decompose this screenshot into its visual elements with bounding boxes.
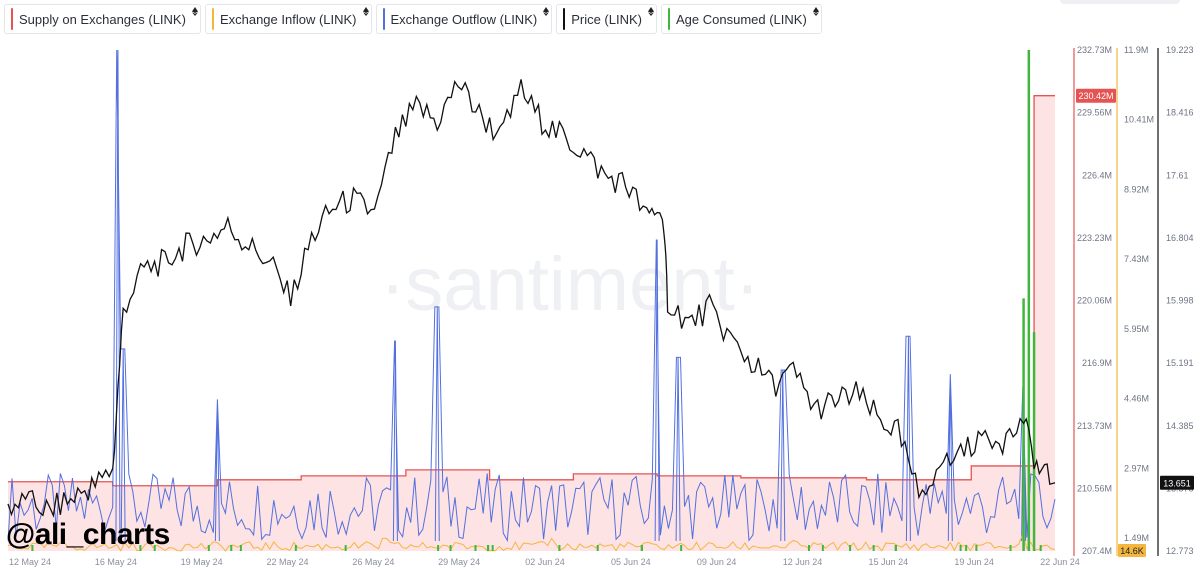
- flows-tick-label: 8.92M: [1124, 184, 1149, 194]
- flows-tick-label: 2.97M: [1124, 463, 1149, 473]
- legend-color-swatch: [563, 8, 566, 30]
- legend-color-swatch: [668, 8, 670, 30]
- ethereum-icon: [648, 7, 654, 16]
- outflow-line: [7, 49, 1056, 543]
- x-tick-label: 12 Jun 24: [783, 557, 823, 567]
- legend-item-3[interactable]: Price (LINK): [556, 4, 657, 34]
- ethereum-icon: [543, 7, 550, 16]
- x-tick-label: 12 May 24: [9, 557, 51, 567]
- x-tick-label: 05 Jun 24: [611, 557, 651, 567]
- x-tick-label: 15 Jun 24: [869, 557, 909, 567]
- legend-color-swatch: [11, 8, 13, 30]
- legend-color-swatch: [382, 8, 385, 30]
- flows-tick-label: 1.49M: [1124, 533, 1149, 543]
- ethereum-icon: [362, 7, 369, 16]
- flows-tick-label: 7.43M: [1124, 254, 1149, 264]
- x-tick-label: 26 May 24: [352, 557, 394, 567]
- supply-line: [8, 95, 1055, 487]
- price-tick-label: 15.191: [1166, 358, 1194, 368]
- x-tick-label: 22 May 24: [266, 557, 308, 567]
- legend-label: Exchange Outflow (LINK): [390, 11, 538, 27]
- price-tick-label: 12.773: [1166, 546, 1194, 556]
- price-tick-label: 14.385: [1166, 421, 1194, 431]
- supply-last-badge: [1076, 88, 1116, 103]
- supply-tick-label: 223.23M: [1077, 233, 1112, 243]
- ethereum-icon: [812, 7, 819, 16]
- price-last-badge: [1160, 475, 1194, 490]
- watermark: ·santiment·: [380, 242, 760, 327]
- supply-tick-label: 213.73M: [1077, 421, 1112, 431]
- x-tick-label: 29 May 24: [438, 557, 480, 567]
- legend: Supply on Exchanges (LINK) Exchange Infl…: [4, 4, 822, 34]
- x-tick-label: 22 Jun 24: [1040, 557, 1080, 567]
- supply-last-value: 230.42M: [1078, 91, 1113, 101]
- supply-tick-label: 210.56M: [1077, 483, 1112, 493]
- toolbar-placeholder: [1060, 0, 1180, 4]
- legend-color-swatch: [211, 8, 214, 30]
- ethereum-icon: [191, 7, 198, 16]
- inflow-last-badge: [1118, 544, 1146, 557]
- price-line: [7, 79, 1056, 518]
- price-tick-label: 19.223: [1166, 45, 1194, 55]
- legend-label: Supply on Exchanges (LINK): [19, 11, 186, 27]
- legend-item-4[interactable]: Age Consumed (LINK): [661, 4, 822, 34]
- legend-label: Price (LINK): [571, 11, 642, 27]
- supply-tick-label: 232.73M: [1077, 45, 1112, 55]
- x-tick-label: 19 Jun 24: [954, 557, 994, 567]
- price-tick-label: 18.416: [1166, 108, 1194, 118]
- x-tick-label: 16 May 24: [95, 557, 137, 567]
- flows-tick-label: 10.41M: [1124, 115, 1154, 125]
- supply-tick-label: 220.06M: [1077, 296, 1112, 306]
- legend-label: Exchange Inflow (LINK): [219, 11, 357, 27]
- legend-item-1[interactable]: Exchange Inflow (LINK): [204, 4, 372, 34]
- price-tick-label: 15.998: [1166, 296, 1194, 306]
- inflow-line: [7, 532, 1056, 552]
- flows-tick-label: 11.9M: [1124, 45, 1148, 55]
- legend-item-2[interactable]: Exchange Outflow (LINK): [375, 4, 553, 34]
- supply-tick-label: 226.4M: [1082, 170, 1112, 180]
- author-handle: @ali_charts: [6, 518, 170, 551]
- flows-tick-label: 4.46M: [1124, 394, 1149, 404]
- supply-tick-label: 216.9M: [1082, 358, 1112, 368]
- flows-tick-label: 5.95M: [1124, 324, 1149, 334]
- price-last-value: 13.651: [1163, 478, 1191, 488]
- x-tick-label: 02 Jun 24: [525, 557, 565, 567]
- price-tick-label: 17.61: [1166, 170, 1189, 180]
- price-tick-label: 16.804: [1166, 233, 1194, 243]
- x-tick-label: 09 Jun 24: [697, 557, 737, 567]
- x-tick-label: 19 May 24: [181, 557, 223, 567]
- supply-tick-label: 207.4M: [1082, 546, 1112, 556]
- legend-label: Age Consumed (LINK): [676, 11, 807, 27]
- inflow-last-value: 14.6K: [1120, 546, 1144, 556]
- supply-tick-label: 229.56M: [1077, 108, 1112, 118]
- legend-item-0[interactable]: Supply on Exchanges (LINK): [4, 4, 201, 34]
